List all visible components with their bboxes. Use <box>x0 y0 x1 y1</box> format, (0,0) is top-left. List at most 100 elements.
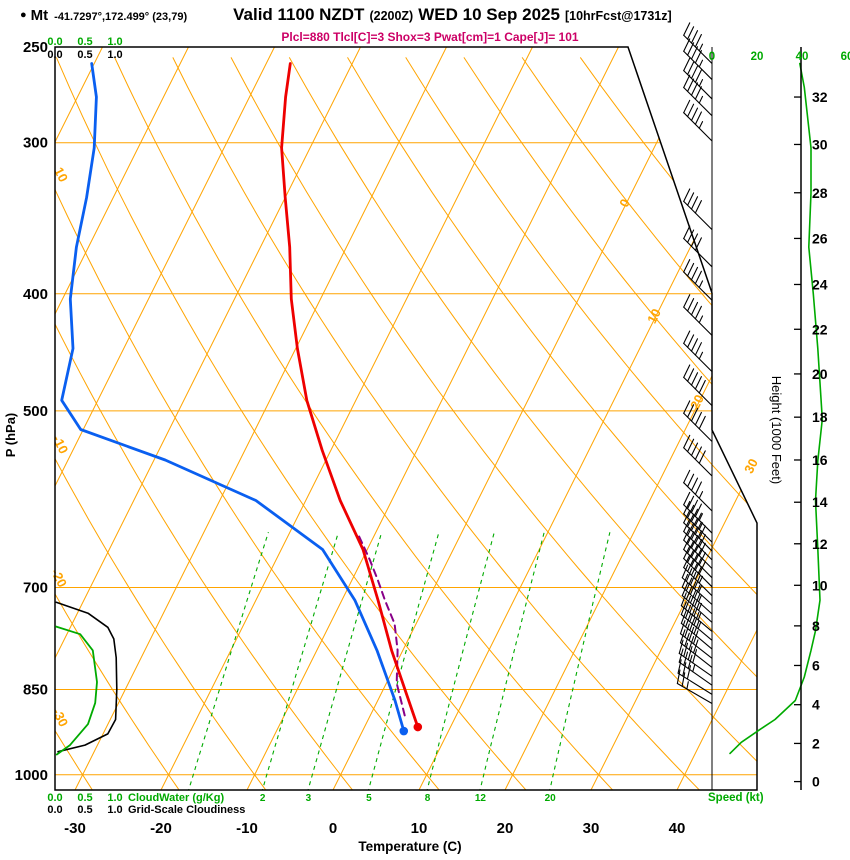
mixing-ratio-label: 3 <box>306 793 312 804</box>
wind-barb-half-tick <box>698 602 703 611</box>
isotherm-line <box>590 47 757 790</box>
wind-barb-tick <box>684 632 690 647</box>
wind-barbs <box>676 22 713 705</box>
wind-barb-tick <box>694 69 702 83</box>
title-row: ● Mt -41.7297°,172.499° (23,79) Valid 1100 … <box>20 5 677 25</box>
wind-barb-tick <box>683 400 691 414</box>
temperature-tick-label: 10 <box>411 820 428 837</box>
height-tick-label: 18 <box>812 409 828 425</box>
pressure-tick-label: 700 <box>23 580 48 597</box>
cloudwater-scale-tick: 0.0 <box>47 36 62 48</box>
speed-tick-label: 20 <box>751 51 764 63</box>
wind-barb-tick <box>690 526 699 540</box>
isotherm-line <box>504 47 757 790</box>
wind-barb-tick <box>688 626 695 642</box>
wind-barb-tick <box>698 450 706 464</box>
wind-barb-tick <box>694 376 702 390</box>
wind-barb-tick <box>683 642 689 658</box>
wind-barb-tick <box>683 518 691 533</box>
wind-barb-tick <box>694 33 702 48</box>
cloudwater-scale-tick: 0.0 <box>47 792 62 804</box>
wind-barb-half-tick <box>698 315 704 324</box>
wind-barb-half-tick <box>697 621 702 630</box>
wind-barb-half-tick <box>698 575 704 584</box>
wind-barb-tick <box>687 654 693 670</box>
height-tick-label: 24 <box>812 276 828 292</box>
wind-barb-tick <box>683 364 691 378</box>
height-tick-label: 16 <box>812 452 828 468</box>
wind-barb-tick <box>683 99 691 114</box>
wind-barb <box>683 482 713 512</box>
wind-barb-tick <box>678 648 684 663</box>
wind-barb-tick <box>683 74 691 89</box>
temperature-tick-label: -30 <box>64 820 86 837</box>
temperature-tick-label: -10 <box>236 820 258 837</box>
wind-barb-tick <box>698 534 706 548</box>
wind-barb-tick <box>683 330 691 344</box>
speed-tick-label: 40 <box>796 51 809 63</box>
params-line: Plcl=880 Tlcl[C]=3 Shox=3 Pwat[cm]=1 Cap… <box>281 30 579 44</box>
wind-barb-tick <box>687 42 695 56</box>
wind-barb-tick <box>689 617 696 631</box>
wind-barb-tick <box>694 503 702 518</box>
wind-barb-tick <box>681 672 686 687</box>
height-tick-label: 14 <box>812 494 828 510</box>
temperature-tick-label: 30 <box>583 820 600 837</box>
cloudwater-scale-tick: 1.0 <box>107 792 122 804</box>
wind-barb-tick <box>683 500 691 515</box>
wind-barb-tick <box>683 545 691 560</box>
wind-barb <box>683 557 713 588</box>
wind-barb-tick <box>698 561 706 575</box>
dry-adiabat-line <box>55 57 442 790</box>
wind-barb-tick <box>681 582 689 597</box>
adiabat-label: -10 <box>50 433 72 457</box>
pressure-tick-label: 1000 <box>15 767 48 784</box>
wind-barb-tick <box>694 557 702 571</box>
wind-barb <box>683 86 713 117</box>
mixing-ratio-label: 8 <box>425 793 431 804</box>
wind-barb-tick <box>687 504 695 519</box>
wind-barb-tick <box>690 338 699 352</box>
surface-dewpoint-dot <box>399 726 409 736</box>
isotherm-line <box>418 47 757 790</box>
cloudiness-scale-tick: 0.0 <box>47 49 62 61</box>
mixing-ratio-label: 12 <box>475 793 487 804</box>
wind-barb-half-tick <box>698 95 704 104</box>
height-tick-label: 4 <box>812 697 820 713</box>
wind-barb-tick <box>689 581 697 596</box>
height-tick-label: 32 <box>812 89 828 105</box>
wind-barb-tick <box>683 469 691 484</box>
wind-barb-tick <box>698 379 706 394</box>
wind-barb-half-tick <box>698 491 704 499</box>
wind-barb-tick <box>683 188 691 202</box>
wind-barb-tick <box>690 107 699 122</box>
wind-barb-tick <box>684 623 690 638</box>
wind-barb-tick <box>681 564 689 579</box>
dry-adiabat-line <box>405 57 757 790</box>
wind-barb-tick <box>693 611 700 626</box>
wind-barb-tick <box>694 111 702 125</box>
wind-barb-tick <box>688 635 695 651</box>
wind-barb-tick <box>680 609 687 624</box>
dry-adiabat-line <box>55 57 269 790</box>
wind-barb-tick <box>690 301 699 316</box>
dry-adiabat-line <box>463 57 757 790</box>
dry-adiabat-line <box>288 57 757 790</box>
wind-barb-tick <box>694 548 702 562</box>
wind-barb-tick <box>690 46 699 60</box>
wind-barb-tick <box>690 517 699 532</box>
wind-barb-tick <box>685 613 692 628</box>
isotherm-label: 30 <box>741 456 761 476</box>
wind-barb-half-tick <box>698 121 704 129</box>
wind-barb-tick <box>687 103 695 118</box>
adiabat-label: 10 <box>51 165 71 185</box>
mixing-ratio-line <box>367 532 440 790</box>
wind-barb-tick <box>683 651 689 666</box>
wind-barb-tick <box>687 522 695 536</box>
wind-barb <box>679 642 713 668</box>
wind-barb-half-tick <box>698 585 703 594</box>
wind-barb-tick <box>683 38 691 52</box>
temperature-tick-label: 20 <box>497 820 514 837</box>
wind-barb-tick <box>690 233 699 247</box>
wind-barb-tick <box>687 404 695 418</box>
